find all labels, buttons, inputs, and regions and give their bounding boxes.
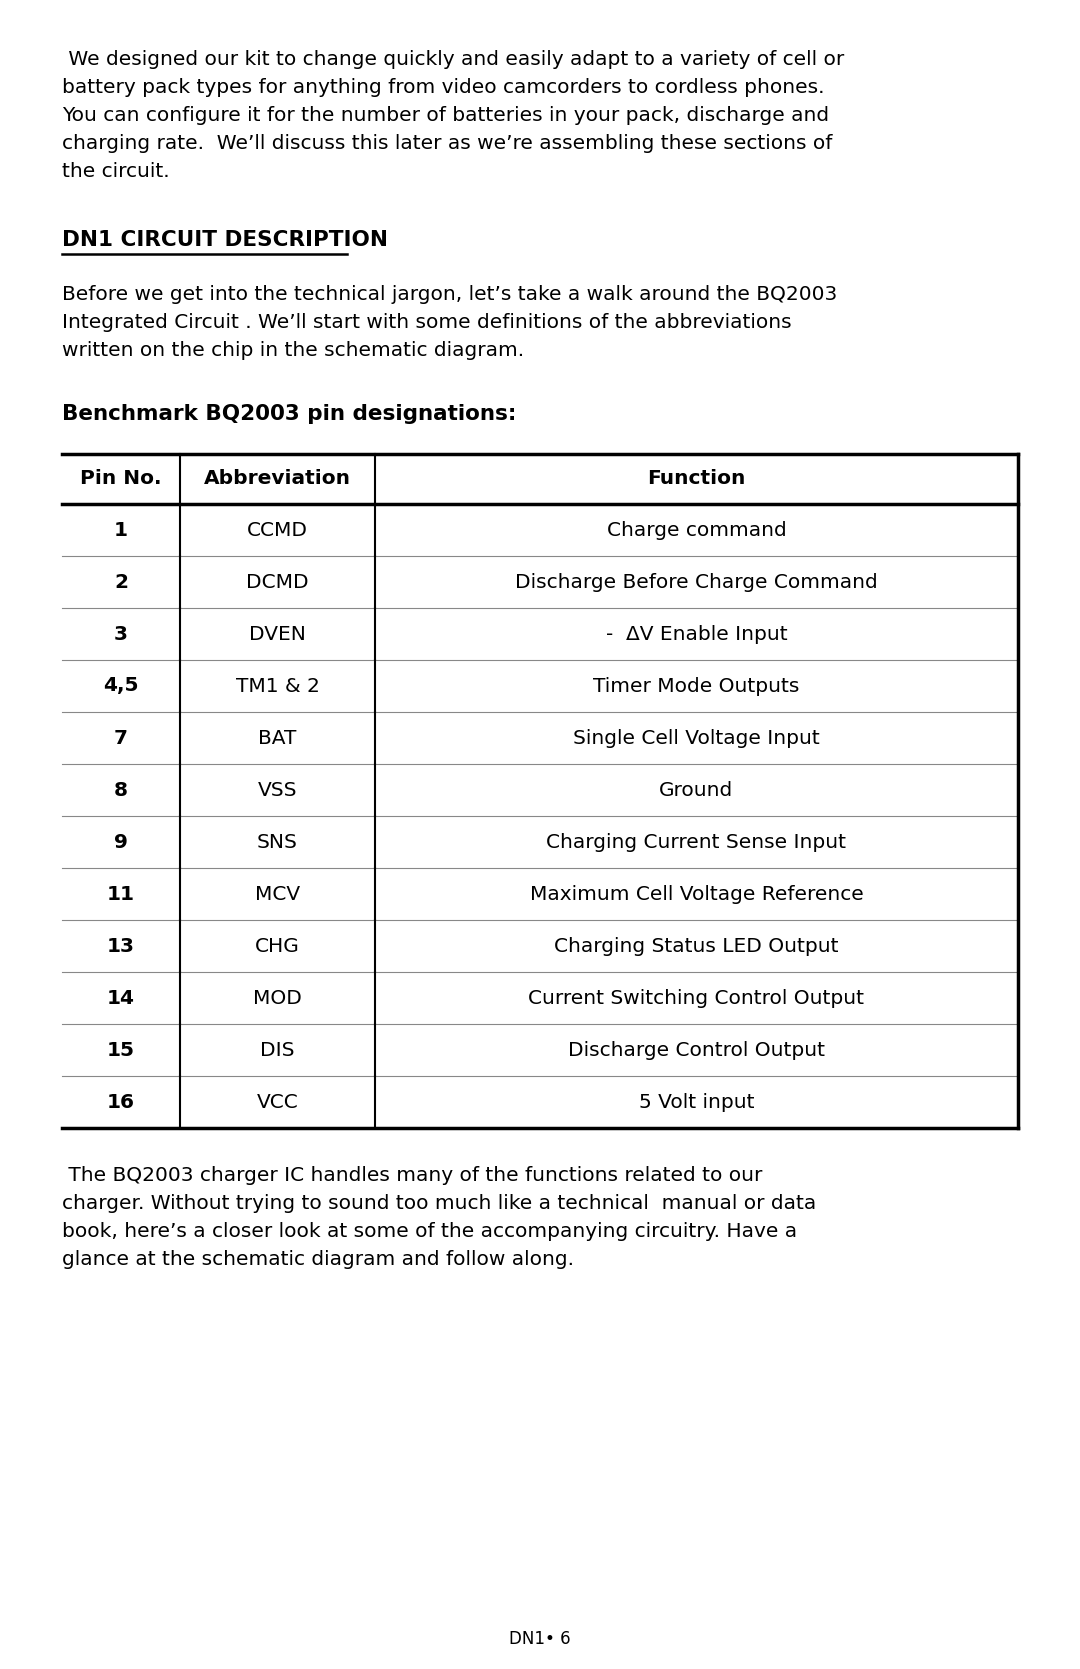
Text: Single Cell Voltage Input: Single Cell Voltage Input <box>573 728 820 748</box>
Text: Charging Current Sense Input: Charging Current Sense Input <box>546 833 847 851</box>
Text: battery pack types for anything from video camcorders to cordless phones.: battery pack types for anything from vid… <box>62 78 824 97</box>
Text: Ground: Ground <box>660 781 733 799</box>
Text: The BQ2003 charger IC handles many of the functions related to our: The BQ2003 charger IC handles many of th… <box>62 1167 762 1185</box>
Text: 13: 13 <box>107 936 135 955</box>
Text: We designed our kit to change quickly and easily adapt to a variety of cell or: We designed our kit to change quickly an… <box>62 50 845 68</box>
Text: Function: Function <box>647 469 745 489</box>
Text: DIS: DIS <box>260 1040 295 1060</box>
Text: DCMD: DCMD <box>246 572 309 591</box>
Text: 2: 2 <box>114 572 129 591</box>
Text: 5 Volt input: 5 Volt input <box>638 1093 754 1112</box>
Text: 16: 16 <box>107 1093 135 1112</box>
Text: Maximum Cell Voltage Reference: Maximum Cell Voltage Reference <box>529 885 863 903</box>
Text: 4,5: 4,5 <box>104 676 138 696</box>
Text: Before we get into the technical jargon, let’s take a walk around the BQ2003: Before we get into the technical jargon,… <box>62 285 837 304</box>
Text: charging rate.  We’ll discuss this later as we’re assembling these sections of: charging rate. We’ll discuss this later … <box>62 134 833 154</box>
Text: MOD: MOD <box>253 988 302 1008</box>
Text: Timer Mode Outputs: Timer Mode Outputs <box>593 676 799 696</box>
Text: Discharge Before Charge Command: Discharge Before Charge Command <box>515 572 878 591</box>
Text: Benchmark BQ2003 pin designations:: Benchmark BQ2003 pin designations: <box>62 404 516 424</box>
Text: Charging Status LED Output: Charging Status LED Output <box>554 936 839 955</box>
Text: CHG: CHG <box>255 936 300 955</box>
Text: glance at the schematic diagram and follow along.: glance at the schematic diagram and foll… <box>62 1250 573 1268</box>
Text: written on the chip in the schematic diagram.: written on the chip in the schematic dia… <box>62 340 524 361</box>
Text: BAT: BAT <box>258 728 297 748</box>
Text: VCC: VCC <box>257 1093 298 1112</box>
Text: 9: 9 <box>114 833 127 851</box>
Text: Current Switching Control Output: Current Switching Control Output <box>528 988 864 1008</box>
Text: 7: 7 <box>114 728 129 748</box>
Text: Discharge Control Output: Discharge Control Output <box>568 1040 825 1060</box>
Text: TM1 & 2: TM1 & 2 <box>235 676 320 696</box>
Text: DN1 CIRCUIT DESCRIPTION: DN1 CIRCUIT DESCRIPTION <box>62 230 388 250</box>
Text: 8: 8 <box>114 781 129 799</box>
Text: book, here’s a closer look at some of the accompanying circuitry. Have a: book, here’s a closer look at some of th… <box>62 1222 797 1242</box>
Text: 14: 14 <box>107 988 135 1008</box>
Text: 15: 15 <box>107 1040 135 1060</box>
Text: You can configure it for the number of batteries in your pack, discharge and: You can configure it for the number of b… <box>62 107 829 125</box>
Text: CCMD: CCMD <box>247 521 308 539</box>
Text: Integrated Circuit . We’ll start with some definitions of the abbreviations: Integrated Circuit . We’ll start with so… <box>62 314 792 332</box>
Text: 11: 11 <box>107 885 135 903</box>
Text: DN1• 6: DN1• 6 <box>509 1631 571 1647</box>
Text: SNS: SNS <box>257 833 298 851</box>
Text: MCV: MCV <box>255 885 300 903</box>
Text: 3: 3 <box>114 624 129 644</box>
Text: the circuit.: the circuit. <box>62 162 170 180</box>
Text: -  ΔV Enable Input: - ΔV Enable Input <box>606 624 787 644</box>
Text: 1: 1 <box>114 521 129 539</box>
Text: Charge command: Charge command <box>607 521 786 539</box>
Text: DVEN: DVEN <box>249 624 306 644</box>
Text: VSS: VSS <box>258 781 297 799</box>
Text: Abbreviation: Abbreviation <box>204 469 351 489</box>
Text: Pin No.: Pin No. <box>80 469 162 489</box>
Text: charger. Without trying to sound too much like a technical  manual or data: charger. Without trying to sound too muc… <box>62 1193 816 1213</box>
